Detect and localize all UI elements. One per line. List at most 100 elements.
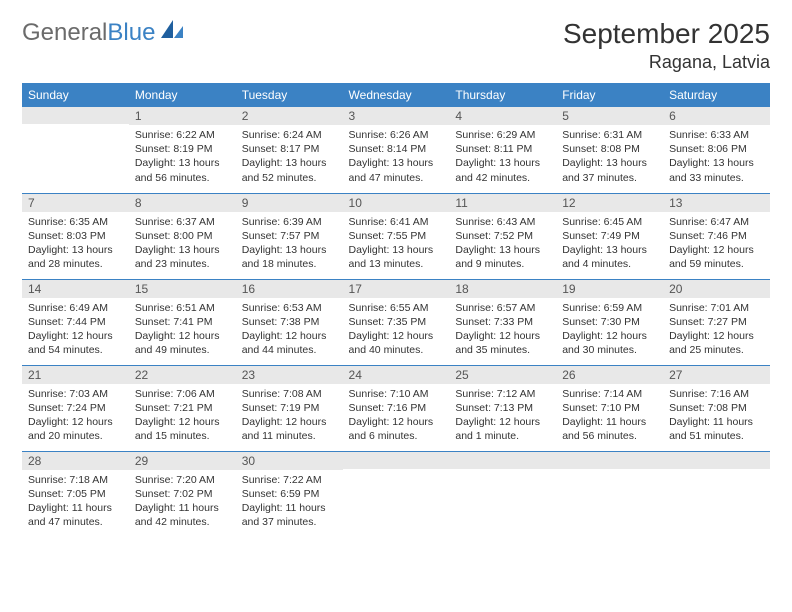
day-cell: 29Sunrise: 7:20 AMSunset: 7:02 PMDayligh… [129,451,236,537]
sunrise-text: Sunrise: 6:53 AM [242,301,337,315]
month-title: September 2025 [563,18,770,50]
daylight-text: Daylight: 13 hours and 42 minutes. [455,156,550,184]
day-details: Sunrise: 6:33 AMSunset: 8:06 PMDaylight:… [663,125,770,189]
day-number: 24 [343,366,450,384]
sunrise-text: Sunrise: 6:26 AM [349,128,444,142]
empty-day-cell [343,451,450,537]
day-cell: 2Sunrise: 6:24 AMSunset: 8:17 PMDaylight… [236,107,343,193]
day-number: 14 [22,280,129,298]
day-cell: 4Sunrise: 6:29 AMSunset: 8:11 PMDaylight… [449,107,556,193]
day-details: Sunrise: 6:26 AMSunset: 8:14 PMDaylight:… [343,125,450,189]
sunrise-text: Sunrise: 6:31 AM [562,128,657,142]
day-cell: 17Sunrise: 6:55 AMSunset: 7:35 PMDayligh… [343,279,450,365]
daylight-text: Daylight: 11 hours and 51 minutes. [669,415,764,443]
sunset-text: Sunset: 7:44 PM [28,315,123,329]
day-cell: 6Sunrise: 6:33 AMSunset: 8:06 PMDaylight… [663,107,770,193]
day-details: Sunrise: 6:41 AMSunset: 7:55 PMDaylight:… [343,212,450,276]
sunset-text: Sunset: 7:10 PM [562,401,657,415]
daylight-text: Daylight: 12 hours and 6 minutes. [349,415,444,443]
day-number: 30 [236,452,343,470]
sunset-text: Sunset: 7:02 PM [135,487,230,501]
day-details: Sunrise: 6:22 AMSunset: 8:19 PMDaylight:… [129,125,236,189]
weekday-header-row: SundayMondayTuesdayWednesdayThursdayFrid… [22,83,770,107]
daylight-text: Daylight: 13 hours and 56 minutes. [135,156,230,184]
day-details: Sunrise: 6:29 AMSunset: 8:11 PMDaylight:… [449,125,556,189]
sunset-text: Sunset: 7:52 PM [455,229,550,243]
sunset-text: Sunset: 7:57 PM [242,229,337,243]
empty-day-cell [22,107,129,193]
sunrise-text: Sunrise: 6:47 AM [669,215,764,229]
daylight-text: Daylight: 12 hours and 59 minutes. [669,243,764,271]
sunrise-text: Sunrise: 7:10 AM [349,387,444,401]
day-number: 23 [236,366,343,384]
day-cell: 16Sunrise: 6:53 AMSunset: 7:38 PMDayligh… [236,279,343,365]
sunrise-text: Sunrise: 7:03 AM [28,387,123,401]
sunset-text: Sunset: 7:35 PM [349,315,444,329]
day-number: 7 [22,194,129,212]
day-number: 26 [556,366,663,384]
sunrise-text: Sunrise: 7:08 AM [242,387,337,401]
calendar-table: SundayMondayTuesdayWednesdayThursdayFrid… [22,83,770,537]
sunset-text: Sunset: 7:55 PM [349,229,444,243]
calendar-body: 1Sunrise: 6:22 AMSunset: 8:19 PMDaylight… [22,107,770,537]
day-details: Sunrise: 6:35 AMSunset: 8:03 PMDaylight:… [22,212,129,276]
weekday-header: Sunday [22,83,129,107]
day-cell: 12Sunrise: 6:45 AMSunset: 7:49 PMDayligh… [556,193,663,279]
sunset-text: Sunset: 7:30 PM [562,315,657,329]
day-number: 22 [129,366,236,384]
day-number: 2 [236,107,343,125]
day-details: Sunrise: 6:55 AMSunset: 7:35 PMDaylight:… [343,298,450,362]
daylight-text: Daylight: 13 hours and 18 minutes. [242,243,337,271]
day-number: 10 [343,194,450,212]
day-cell: 19Sunrise: 6:59 AMSunset: 7:30 PMDayligh… [556,279,663,365]
calendar-week-row: 1Sunrise: 6:22 AMSunset: 8:19 PMDaylight… [22,107,770,193]
day-number: 5 [556,107,663,125]
sunrise-text: Sunrise: 6:24 AM [242,128,337,142]
day-number: 11 [449,194,556,212]
location: Ragana, Latvia [563,52,770,73]
logo-text-general: General [22,19,107,47]
sunset-text: Sunset: 8:03 PM [28,229,123,243]
sunset-text: Sunset: 8:08 PM [562,142,657,156]
sunrise-text: Sunrise: 7:14 AM [562,387,657,401]
day-cell: 13Sunrise: 6:47 AMSunset: 7:46 PMDayligh… [663,193,770,279]
day-number: 17 [343,280,450,298]
day-number: 29 [129,452,236,470]
weekday-header: Tuesday [236,83,343,107]
day-number [556,452,663,469]
day-number: 28 [22,452,129,470]
day-details: Sunrise: 6:24 AMSunset: 8:17 PMDaylight:… [236,125,343,189]
logo-text-blue: Blue [107,19,155,47]
sunset-text: Sunset: 7:38 PM [242,315,337,329]
sunset-text: Sunset: 7:46 PM [669,229,764,243]
sunrise-text: Sunrise: 6:57 AM [455,301,550,315]
day-details: Sunrise: 7:20 AMSunset: 7:02 PMDaylight:… [129,470,236,534]
daylight-text: Daylight: 11 hours and 47 minutes. [28,501,123,529]
day-number: 9 [236,194,343,212]
daylight-text: Daylight: 12 hours and 1 minute. [455,415,550,443]
day-number: 27 [663,366,770,384]
day-cell: 25Sunrise: 7:12 AMSunset: 7:13 PMDayligh… [449,365,556,451]
day-details: Sunrise: 7:22 AMSunset: 6:59 PMDaylight:… [236,470,343,534]
calendar-week-row: 7Sunrise: 6:35 AMSunset: 8:03 PMDaylight… [22,193,770,279]
day-cell: 26Sunrise: 7:14 AMSunset: 7:10 PMDayligh… [556,365,663,451]
day-details: Sunrise: 6:53 AMSunset: 7:38 PMDaylight:… [236,298,343,362]
daylight-text: Daylight: 11 hours and 42 minutes. [135,501,230,529]
sunset-text: Sunset: 7:49 PM [562,229,657,243]
daylight-text: Daylight: 13 hours and 9 minutes. [455,243,550,271]
daylight-text: Daylight: 12 hours and 15 minutes. [135,415,230,443]
day-details: Sunrise: 7:01 AMSunset: 7:27 PMDaylight:… [663,298,770,362]
day-cell: 3Sunrise: 6:26 AMSunset: 8:14 PMDaylight… [343,107,450,193]
daylight-text: Daylight: 13 hours and 47 minutes. [349,156,444,184]
day-details: Sunrise: 7:14 AMSunset: 7:10 PMDaylight:… [556,384,663,448]
sunset-text: Sunset: 8:06 PM [669,142,764,156]
daylight-text: Daylight: 12 hours and 40 minutes. [349,329,444,357]
day-details: Sunrise: 7:06 AMSunset: 7:21 PMDaylight:… [129,384,236,448]
day-details: Sunrise: 6:37 AMSunset: 8:00 PMDaylight:… [129,212,236,276]
sunset-text: Sunset: 8:11 PM [455,142,550,156]
sunrise-text: Sunrise: 7:20 AM [135,473,230,487]
daylight-text: Daylight: 13 hours and 4 minutes. [562,243,657,271]
day-details: Sunrise: 6:59 AMSunset: 7:30 PMDaylight:… [556,298,663,362]
day-number: 1 [129,107,236,125]
sunrise-text: Sunrise: 6:45 AM [562,215,657,229]
